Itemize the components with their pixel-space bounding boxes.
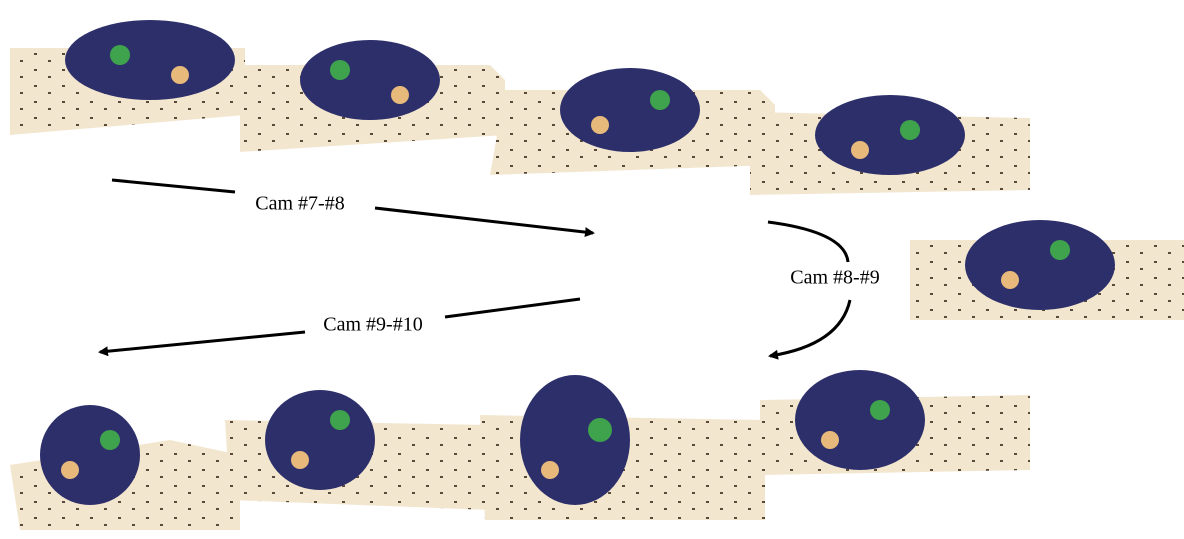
arrow bbox=[98, 330, 306, 357]
transition-label: Cam #7-#8 bbox=[255, 193, 344, 215]
chair bbox=[795, 370, 925, 470]
chair bbox=[65, 20, 235, 100]
arrow bbox=[111, 178, 236, 194]
transition-label: Cam #9-#10 bbox=[323, 314, 422, 336]
arrow bbox=[768, 299, 852, 360]
arrow bbox=[444, 297, 581, 319]
chair bbox=[520, 375, 630, 505]
chair bbox=[40, 405, 140, 505]
chair bbox=[265, 390, 375, 490]
arrows bbox=[98, 178, 852, 360]
chairs bbox=[40, 20, 1115, 505]
arrow bbox=[374, 206, 595, 238]
chair bbox=[815, 95, 965, 175]
arrow bbox=[767, 220, 850, 263]
chair bbox=[560, 68, 700, 152]
transition-label: Cam #8-#9 bbox=[790, 267, 879, 289]
chair bbox=[300, 40, 440, 120]
chair bbox=[965, 220, 1115, 310]
